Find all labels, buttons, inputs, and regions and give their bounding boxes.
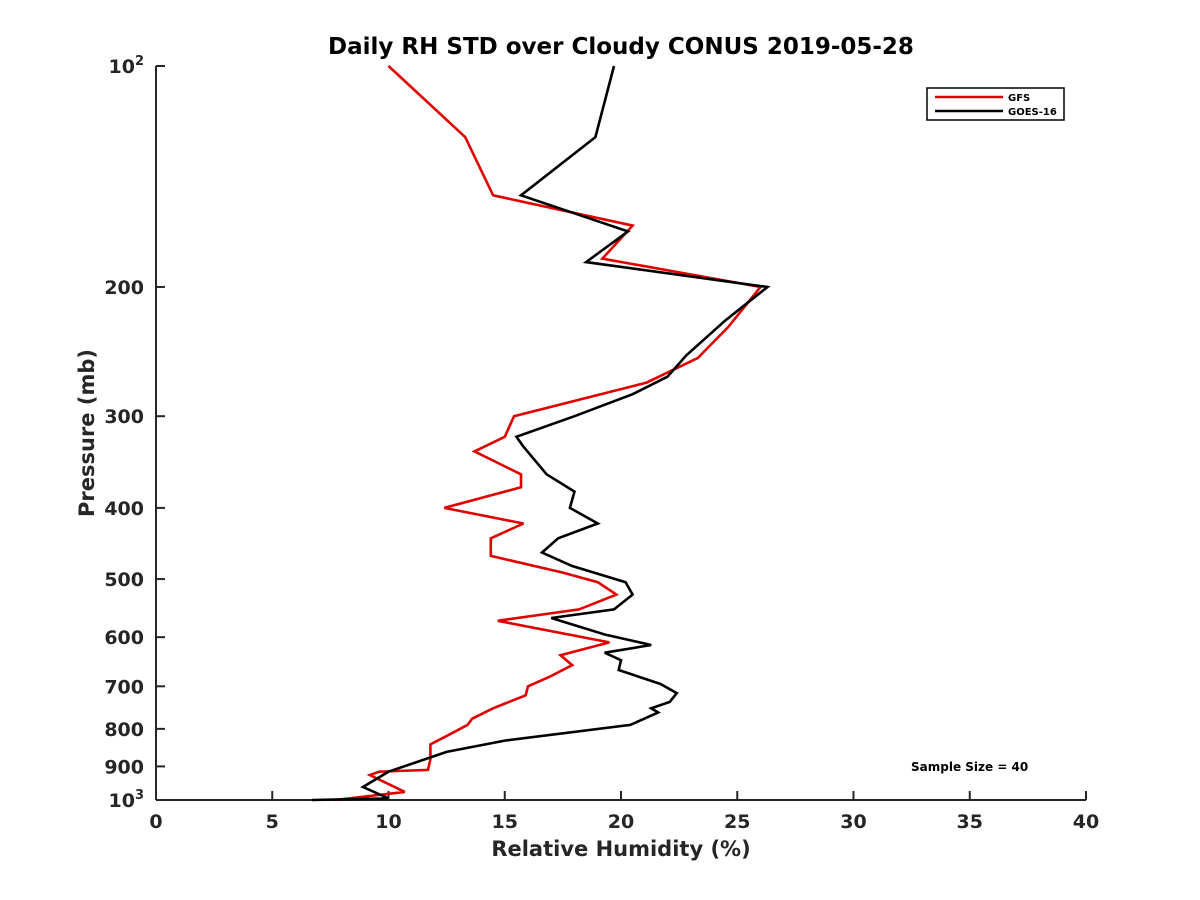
series-layer <box>311 65 771 802</box>
y-tick-label: 700 <box>104 676 144 698</box>
x-axis: 0 5 10 15 20 25 30 35 40 <box>149 791 1099 833</box>
y-tick-label: 900 <box>104 756 144 778</box>
x-axis-title: Relative Humidity (%) <box>491 837 750 861</box>
y-tick-label: 800 <box>104 719 144 741</box>
x-tick-label: 5 <box>266 811 279 833</box>
sample-size-annotation: Sample Size = 40 <box>911 760 1028 774</box>
x-tick-label: 40 <box>1073 811 1099 833</box>
y-tick-label: 200 <box>104 277 144 299</box>
y-tick-label: 103 <box>109 788 145 812</box>
y-tick-label: 400 <box>104 498 144 520</box>
series-line-gfs <box>334 65 763 802</box>
x-tick-label: 35 <box>957 811 983 833</box>
y-axis-title: Pressure (mb) <box>75 349 99 517</box>
legend-label-goes16: GOES-16 <box>1008 107 1057 118</box>
y-tick-label: 600 <box>104 627 144 649</box>
x-tick-label: 15 <box>492 811 518 833</box>
x-tick-label: 20 <box>608 811 634 833</box>
series-line-goes-16 <box>311 65 771 802</box>
y-axis: 102 200 300 400 500 600 700 800 900 103 <box>104 54 165 812</box>
legend: GFS GOES-16 <box>926 87 1065 121</box>
y-tick-label: 500 <box>104 569 144 591</box>
x-tick-label: 25 <box>724 811 750 833</box>
x-tick-label: 0 <box>149 811 162 833</box>
legend-label-gfs: GFS <box>1008 93 1030 104</box>
x-tick-label: 10 <box>375 811 401 833</box>
y-tick-label: 102 <box>109 54 145 78</box>
y-tick-label: 300 <box>104 406 144 428</box>
legend-box <box>926 87 1065 121</box>
chart-title: Daily RH STD over Cloudy CONUS 2019-05-2… <box>328 34 914 60</box>
x-tick-label: 30 <box>840 811 866 833</box>
